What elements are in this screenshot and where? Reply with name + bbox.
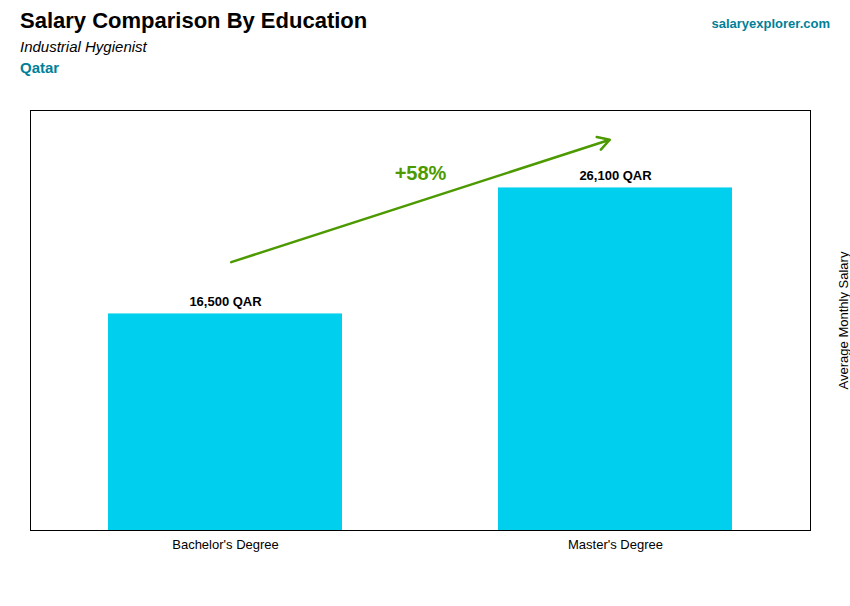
html-text:Qatar: Qatar	[20, 59, 60, 76]
svg-text:Bachelor's Degree: Bachelor's Degree	[172, 537, 279, 552]
svg-text:+58%: +58%	[395, 162, 447, 184]
html-text:salaryexplorer.com: salaryexplorer.com	[711, 16, 830, 31]
svg-text:16,500 QAR: 16,500 QAR	[189, 294, 262, 309]
html-text:Salary Comparison By Education: Salary Comparison By Education	[20, 8, 368, 33]
svg-text:Average Monthly Salary: Average Monthly Salary	[836, 251, 850, 389]
html-text:Industrial Hygienist: Industrial Hygienist	[20, 38, 147, 55]
svg-text:26,100 QAR: 26,100 QAR	[579, 168, 652, 183]
svg-text:Master's Degree: Master's Degree	[568, 537, 663, 552]
